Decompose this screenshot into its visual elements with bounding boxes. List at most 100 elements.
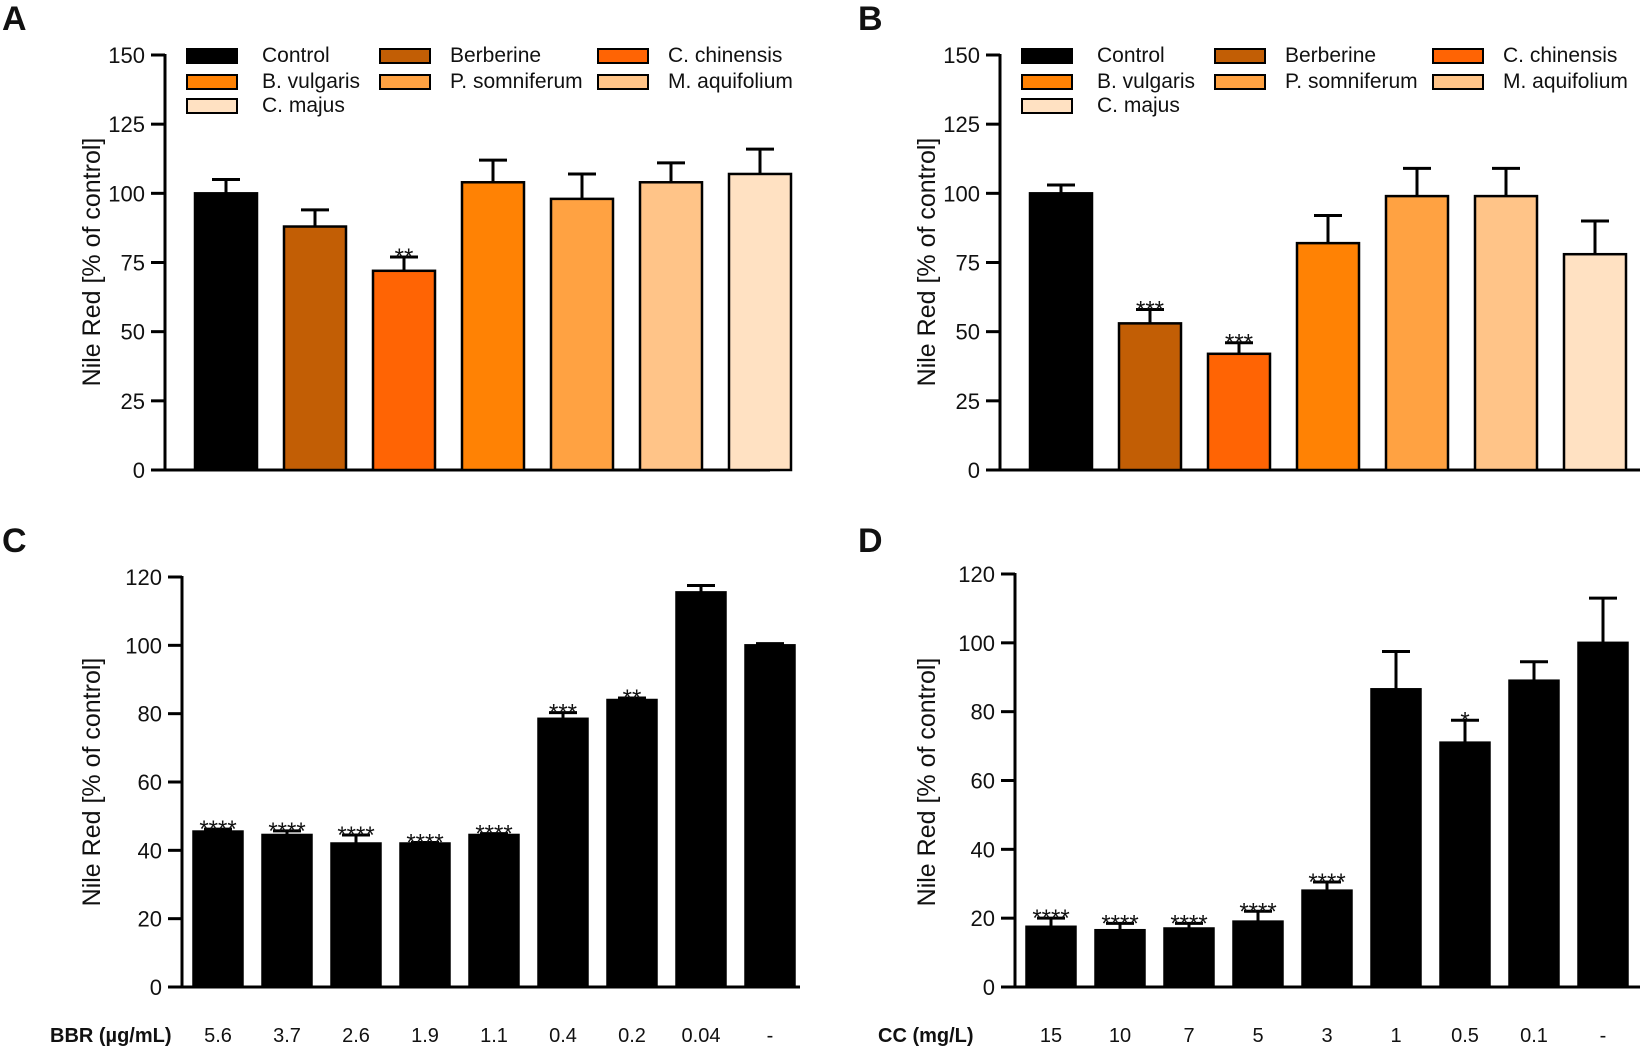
x-tick-label: 0.1 [1520,1025,1548,1047]
y-tick-label: 20 [138,907,162,932]
legend-label: P. somniferum [450,70,583,93]
y-tick-label: 50 [121,320,145,345]
y-tick-label: 100 [108,181,145,206]
bar [1301,889,1353,989]
legend-item: Control [1021,44,1165,67]
x-tick-label: 1.1 [480,1025,508,1047]
legend-swatch [186,98,238,114]
bar [1370,688,1422,989]
x-tick-label: 0.5 [1451,1025,1479,1047]
y-tick-label: 0 [983,975,995,1000]
y-tick-label: 80 [138,702,162,727]
significance-marker: * [1460,707,1469,734]
legend-label: M. aquifolium [668,70,793,93]
legend-label: Berberine [1285,44,1376,67]
bar [1025,925,1077,989]
legend-swatch [379,74,431,90]
y-tick-label: 100 [943,181,980,206]
bar [1508,679,1560,989]
legend-item: Berberine [1214,44,1376,67]
y-tick-label: 40 [138,838,162,863]
y-tick-label: 100 [125,633,162,658]
bar [193,192,259,472]
x-tick-label: 5.6 [204,1025,232,1047]
bar [192,830,244,989]
y-tick-label: 120 [958,562,995,587]
x-tick-label: 3 [1321,1025,1332,1047]
bar [1028,192,1094,472]
legend-label: C. chinensis [668,44,782,67]
legend-swatch [1214,48,1266,64]
x-tick-label: 2.6 [342,1025,370,1047]
legend-item: B. vulgaris [186,70,360,93]
y-tick-label: 150 [943,43,980,68]
legend-swatch [597,74,649,90]
legend-item: M. aquifolium [597,70,793,93]
significance-marker: *** [549,700,577,727]
panel-letter: D [858,522,883,560]
bar [675,591,727,989]
bar [1473,194,1539,472]
bar [727,172,793,472]
y-tick-label: 60 [971,769,995,794]
bar [460,181,526,472]
legend-swatch [1432,74,1484,90]
bar [1206,352,1272,472]
legend-item: Berberine [379,44,541,67]
y-tick-label: 25 [121,389,145,414]
legend-label: C. chinensis [1503,44,1617,67]
legend-item: C. chinensis [1432,44,1617,67]
bar [1562,252,1628,472]
legend-swatch [1021,98,1073,114]
x-tick-label: - [1600,1025,1607,1047]
bar [1094,928,1146,989]
y-tick-label: 100 [958,631,995,656]
bar [1577,641,1629,989]
significance-marker: **** [268,818,305,845]
x-tick-label: 5 [1252,1025,1263,1047]
bar [371,269,437,472]
panel-c: C 0 20 40 60 80 100 120 Nile Red [% of control] *… [2,522,800,1047]
bar [1232,920,1284,989]
legend-swatch [1432,48,1484,64]
legend-item: C. majus [1021,94,1180,117]
bar [468,833,520,989]
legend-swatch [186,74,238,90]
bar [1163,927,1215,989]
y-tick-label: 40 [971,837,995,862]
bar [744,644,796,989]
x-tick-label: 1 [1390,1025,1401,1047]
legend-swatch [597,48,649,64]
bar [1439,741,1491,989]
legend-label: Control [262,44,330,67]
bar [261,833,313,989]
significance-marker: **** [475,821,512,848]
significance-marker: **** [1101,910,1138,937]
y-axis-label: Nile Red [% of control] [78,658,106,907]
y-tick-label: 75 [956,251,980,276]
bar [1117,322,1183,472]
significance-marker: **** [1308,869,1345,896]
x-tick-label: 1.9 [411,1025,439,1047]
x-tick-label: 0.04 [682,1025,721,1047]
legend-label: Control [1097,44,1165,67]
legend-swatch [1021,48,1073,64]
y-axis-label: Nile Red [% of control] [78,138,106,387]
y-tick-label: 0 [968,458,980,483]
legend-label: C. majus [262,94,345,117]
legend-label: P. somniferum [1285,70,1418,93]
bar [282,225,348,472]
significance-marker: ** [395,244,414,271]
legend-label: M. aquifolium [1503,70,1628,93]
significance-marker: **** [406,829,443,856]
y-tick-label: 50 [956,320,980,345]
y-tick-label: 25 [956,389,980,414]
panel-b: B 0 25 50 75 100 125 150 Nile Red [% of control]… [858,0,1640,483]
x-tick-label: 3.7 [273,1025,301,1047]
legend-label: Berberine [450,44,541,67]
bar [537,717,589,989]
bar [1295,241,1361,472]
y-tick-label: 120 [125,565,162,590]
x-tick-label: 7 [1183,1025,1194,1047]
